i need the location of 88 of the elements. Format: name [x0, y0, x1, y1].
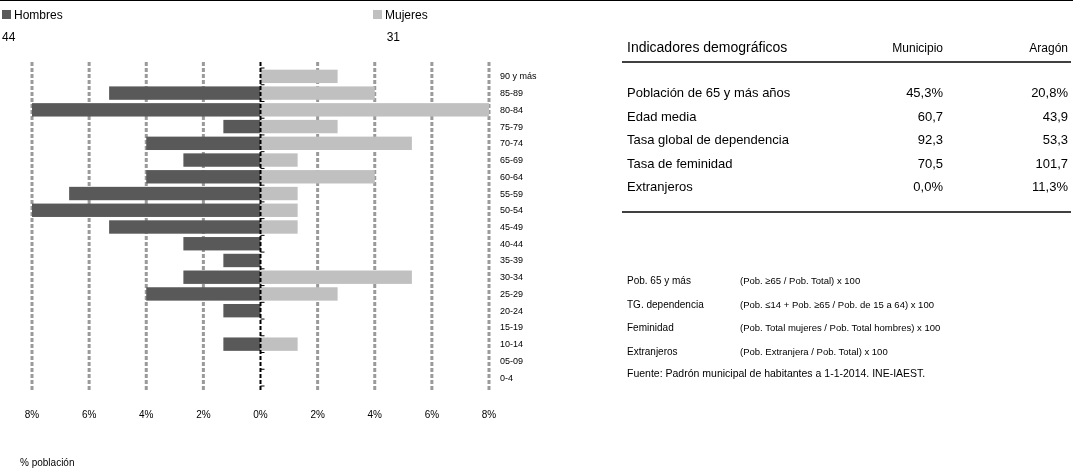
y-tick-label: 75-79 [500, 121, 524, 132]
text: Indicadores demográficos [627, 39, 788, 55]
x-tick-label: 8% [481, 409, 497, 420]
category-label: Edad media [627, 108, 697, 124]
x-tick-label: 4% [367, 409, 383, 420]
category-label: Municipio [892, 41, 944, 55]
bar [183, 237, 261, 251]
legend-label: Mujeres [385, 8, 428, 22]
text: 70,5 [917, 155, 943, 171]
bar [183, 153, 261, 167]
text: 92,3 [917, 132, 943, 147]
y-tick-label: 65-69 [500, 155, 524, 166]
bar [146, 287, 261, 301]
text: 60,7 [917, 108, 943, 124]
bar [109, 220, 261, 234]
category-label: Aragón [1029, 41, 1068, 55]
text: 0,0% [913, 179, 943, 194]
bar [260, 203, 298, 217]
y-tick-label: 85-89 [500, 88, 524, 99]
category-label: Extranjeros [627, 345, 678, 357]
y-tick-label: 70-74 [500, 138, 524, 149]
text: 45,3% [906, 85, 943, 100]
text: 53,3 [1042, 132, 1068, 147]
y-tick-label: 35-39 [500, 255, 524, 266]
text: (Pob. ≤14 + Pob. ≥65 / Pob. de 15 a 64) x 100 [740, 298, 934, 310]
category-label: Tasa global de dependencia [627, 132, 789, 147]
source-note: Fuente: Padrón municipal de habitantes a 1-1-2014. INE-IAEST. [627, 367, 926, 379]
text: (Pob. ≥65 / Pob. Total) x 100 [740, 275, 861, 286]
x-tick-label: 4% [139, 409, 154, 420]
bar [32, 103, 261, 117]
bar [260, 186, 298, 201]
bar [260, 86, 375, 100]
bar [69, 186, 261, 201]
category-label: Pob. 65 y más [627, 275, 691, 286]
bar [260, 119, 338, 134]
bar [260, 153, 298, 167]
y-tick-label: 05-09 [500, 355, 524, 366]
y-tick-label: 40-44 [500, 238, 524, 249]
y-tick-label: 15-19 [500, 322, 524, 333]
bar [223, 337, 261, 351]
y-tick-label: 0-4 [500, 372, 514, 383]
bar [146, 136, 261, 151]
x-tick-label: 0% [253, 409, 268, 420]
text: 11,3% [1032, 179, 1068, 194]
x-tick-label: 2% [196, 409, 211, 420]
category-label: TG. dependencia [627, 298, 704, 310]
bar [260, 170, 375, 184]
bar [260, 69, 338, 84]
text: (Pob. Total mujeres / Pob. Total hombres) x 100 [740, 322, 941, 333]
bar [260, 287, 338, 301]
y-tick-label: 50-54 [500, 205, 524, 216]
bar [260, 220, 298, 234]
bar [260, 337, 298, 351]
text: 44 [2, 30, 16, 44]
bar [260, 136, 412, 151]
y-tick-label: 90 y más [500, 71, 538, 82]
text: 31 [386, 30, 401, 44]
y-tick-label: 80-84 [500, 104, 524, 115]
text: 43,9 [1042, 108, 1068, 124]
x-tick-label: 8% [24, 409, 40, 420]
category-label: Extranjeros [627, 179, 693, 194]
y-tick-label: 45-49 [500, 222, 524, 232]
bar [260, 103, 489, 117]
y-tick-label: 25-29 [500, 288, 524, 299]
bar [260, 270, 412, 284]
text: (Pob. Extranjera / Pob. Total) x 100 [740, 345, 888, 357]
text: 101,7 [1035, 155, 1068, 171]
y-tick-label: 20-24 [500, 305, 524, 316]
bar [223, 253, 261, 268]
category-label: Tasa de feminidad [627, 155, 733, 171]
bar [32, 203, 261, 217]
x-tick-label: 6% [81, 409, 97, 420]
bar [109, 86, 261, 100]
text: 20,8% [1031, 85, 1068, 100]
bar [223, 303, 261, 318]
legend-label: Hombres [14, 8, 63, 22]
x-tick-label: 6% [424, 409, 440, 420]
bar [146, 170, 261, 184]
x-axis-title: % población [20, 457, 75, 468]
y-tick-label: 30-34 [500, 272, 524, 283]
x-tick-label: 2% [310, 409, 325, 420]
y-tick-label: 10-14 [500, 339, 524, 350]
y-tick-label: 55-59 [500, 188, 524, 199]
bar [223, 119, 261, 134]
y-tick-label: 60-64 [500, 171, 524, 182]
category-label: Población de 65 y más años [627, 85, 791, 100]
category-label: Feminidad [627, 322, 674, 333]
bar [183, 270, 261, 284]
